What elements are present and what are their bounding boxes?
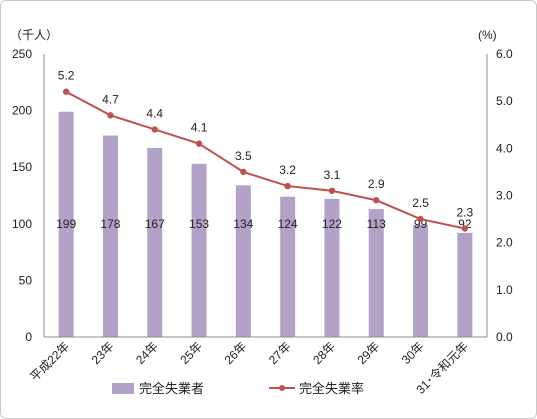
line-data-label: 3.5 [235, 149, 252, 163]
bar-data-label: 153 [189, 217, 209, 231]
line-data-label: 3.2 [279, 163, 296, 177]
x-tick-label: 24年 [133, 339, 161, 367]
bar [235, 185, 251, 337]
line-data-label: 4.4 [146, 106, 163, 120]
bar [102, 135, 118, 337]
line-path [65, 90, 466, 230]
y-right-tick-label: 1.0 [496, 283, 513, 297]
x-tick-label: 23年 [89, 339, 117, 367]
y-right-tick-label: 3.0 [496, 189, 513, 203]
y-right-tick-label: 4.0 [496, 141, 513, 155]
y-left-ticks: 0 50 100 150 200 250 [12, 47, 32, 344]
bar-data-label: 124 [278, 217, 298, 231]
x-tick-label: 平成22年 [27, 339, 72, 384]
x-tick-label: 29年 [355, 339, 383, 367]
line-data-label: 2.9 [368, 177, 385, 191]
line-point [195, 140, 203, 147]
line-point [417, 215, 424, 223]
y-right-tick-label: 6.0 [496, 47, 513, 61]
line-point [107, 112, 114, 119]
x-tick-label: 26年 [222, 339, 250, 367]
bar-data-label: 167 [145, 217, 165, 231]
legend-line-label: 完全失業率 [299, 381, 364, 396]
x-tick-label: 25年 [177, 339, 205, 367]
x-tick-label: 30年 [399, 339, 427, 367]
y-left-unit-label: （千人） [10, 28, 58, 42]
y-right-ticks: 0.0 1.0 2.0 3.0 4.0 5.0 6.0 [496, 47, 513, 344]
line-series [62, 88, 469, 232]
line-data-label: 3.1 [324, 168, 341, 182]
line-point [373, 197, 380, 204]
y-right-tick-label: 2.0 [496, 236, 513, 250]
line-point [284, 182, 291, 190]
line-point [62, 88, 70, 95]
line-data-label: 5.2 [58, 69, 75, 83]
y-left-tick-label: 200 [12, 104, 32, 118]
y-left-tick-label: 250 [12, 47, 32, 61]
bar [280, 196, 296, 337]
y-left-tick-label: 50 [19, 273, 33, 287]
y-left-tick-label: 100 [12, 217, 32, 231]
line-point [328, 187, 336, 194]
bar-data-label: 178 [100, 217, 120, 231]
bar [147, 147, 163, 337]
legend-line-marker [279, 385, 285, 391]
line-data-label: 2.5 [412, 196, 429, 210]
line-point [461, 225, 469, 232]
line-data-labels: 5.2 4.7 4.4 4.1 3.5 3.2 3.1 2.9 2.5 2.3 [58, 69, 474, 220]
line-point [240, 168, 247, 176]
bar-data-label: 134 [233, 217, 253, 231]
bar-data-labels: 199 178 167 153 134 124 122 113 99 92 [56, 217, 472, 231]
line-data-label: 2.3 [457, 206, 474, 220]
legend-bar-swatch [112, 383, 134, 394]
bar [58, 111, 74, 338]
y-right-tick-label: 5.0 [496, 94, 513, 108]
line-point [151, 126, 158, 133]
legend: 完全失業者 完全失業率 [112, 381, 364, 396]
y-right-unit-label: (%) [478, 28, 497, 42]
line-data-label: 4.1 [191, 121, 208, 135]
bar [457, 232, 473, 337]
bar [191, 163, 207, 337]
axes [43, 54, 488, 338]
x-tick-label: 28年 [310, 339, 338, 367]
bar [368, 209, 384, 337]
bar-data-label: 122 [322, 217, 342, 231]
y-left-tick-label: 0 [25, 330, 32, 344]
bar [324, 198, 340, 337]
legend-bar-label: 完全失業者 [139, 381, 204, 396]
y-left-tick-label: 150 [12, 160, 32, 174]
bar [413, 224, 429, 337]
x-tick-label: 27年 [266, 339, 294, 367]
bar-series [58, 111, 473, 338]
bar-data-label: 113 [367, 217, 386, 231]
y-right-tick-label: 0.0 [496, 330, 513, 344]
bar-data-label: 199 [56, 217, 76, 231]
line-data-label: 4.7 [102, 92, 119, 106]
